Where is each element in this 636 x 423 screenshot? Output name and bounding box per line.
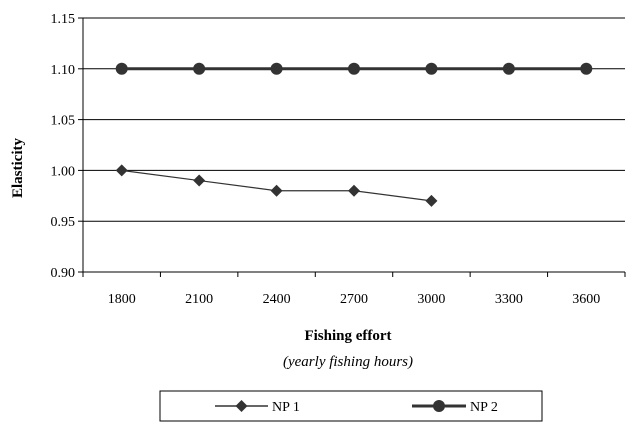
legend: NP 1 NP 2 xyxy=(159,390,543,422)
point-np1-2700 xyxy=(348,184,360,197)
point-np1-2100 xyxy=(193,174,206,187)
point-np2-3300 xyxy=(502,62,515,75)
x-tick-label-1: 2100 xyxy=(185,292,213,307)
x-tick-label-4: 3000 xyxy=(417,292,445,307)
series-group xyxy=(115,62,593,207)
legend-item-np2: NP 2 xyxy=(412,400,498,415)
grid-lines xyxy=(83,17,625,273)
legend-label-np1: NP 1 xyxy=(272,400,300,415)
point-np2-2700 xyxy=(348,62,360,75)
y-tick-label-3: 1.00 xyxy=(51,164,76,179)
y-tick-label-5: 0.90 xyxy=(51,266,76,281)
y-tick-label-0: 1.15 xyxy=(51,12,76,27)
legend-marker-np2 xyxy=(433,400,445,412)
x-tick-label-0: 1800 xyxy=(108,292,136,307)
point-np2-1800 xyxy=(115,62,128,75)
x-tick-label-3: 2700 xyxy=(340,292,368,307)
x-tick-label-6: 3600 xyxy=(572,292,600,307)
legend-marker-np1 xyxy=(235,400,248,412)
point-np2-2100 xyxy=(193,62,206,75)
legend-item-np1: NP 1 xyxy=(215,400,300,415)
point-np1-2400 xyxy=(270,184,283,197)
point-np1-3000 xyxy=(425,194,438,207)
point-np2-3600 xyxy=(580,62,593,75)
x-axis-ticks: 1800 2100 2400 2700 3000 3300 3600 xyxy=(82,272,626,307)
x-axis-sublabel: (yearly fishing hours) xyxy=(283,354,413,370)
y-tick-label-2: 1.05 xyxy=(51,114,76,129)
x-tick-label-2: 2400 xyxy=(263,292,291,307)
point-np2-2400 xyxy=(270,62,283,75)
y-axis-label: Elasticity xyxy=(10,138,26,198)
x-tick-label-5: 3300 xyxy=(495,292,523,307)
x-axis-label: Fishing effort xyxy=(304,328,391,344)
y-tick-label-1: 1.10 xyxy=(51,63,76,78)
point-np1-1800 xyxy=(115,164,128,177)
axes xyxy=(82,18,625,273)
y-axis-ticks: 1.15 1.10 1.05 1.00 0.95 0.90 xyxy=(51,12,83,281)
point-np2-3000 xyxy=(425,62,438,75)
y-tick-label-4: 0.95 xyxy=(51,215,76,230)
legend-label-np2: NP 2 xyxy=(470,400,498,415)
